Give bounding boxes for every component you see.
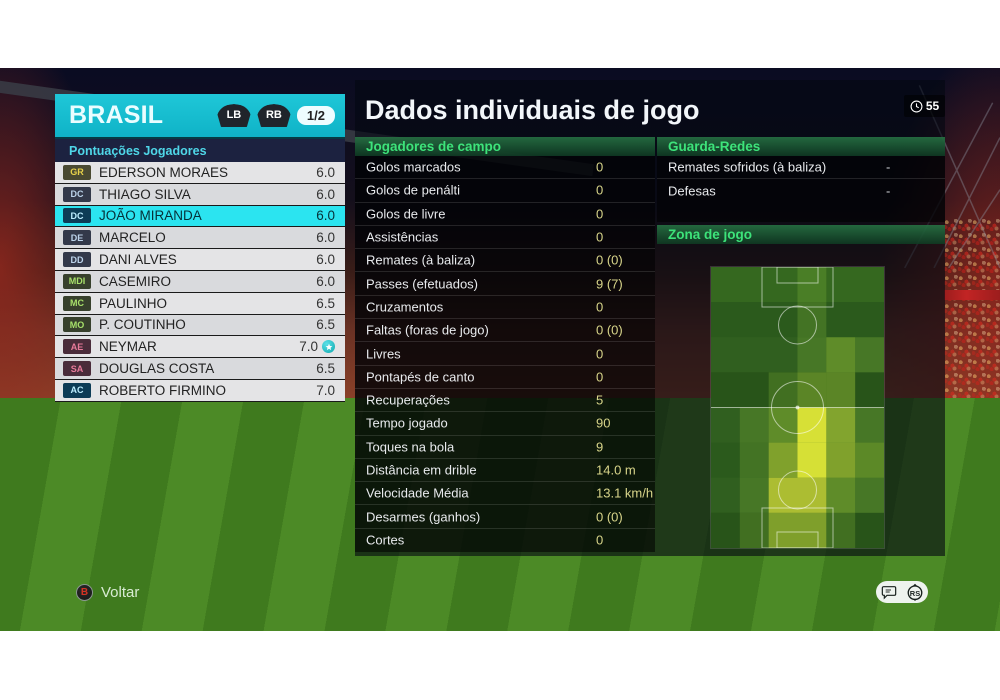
svg-text:RS: RS [909,589,919,598]
